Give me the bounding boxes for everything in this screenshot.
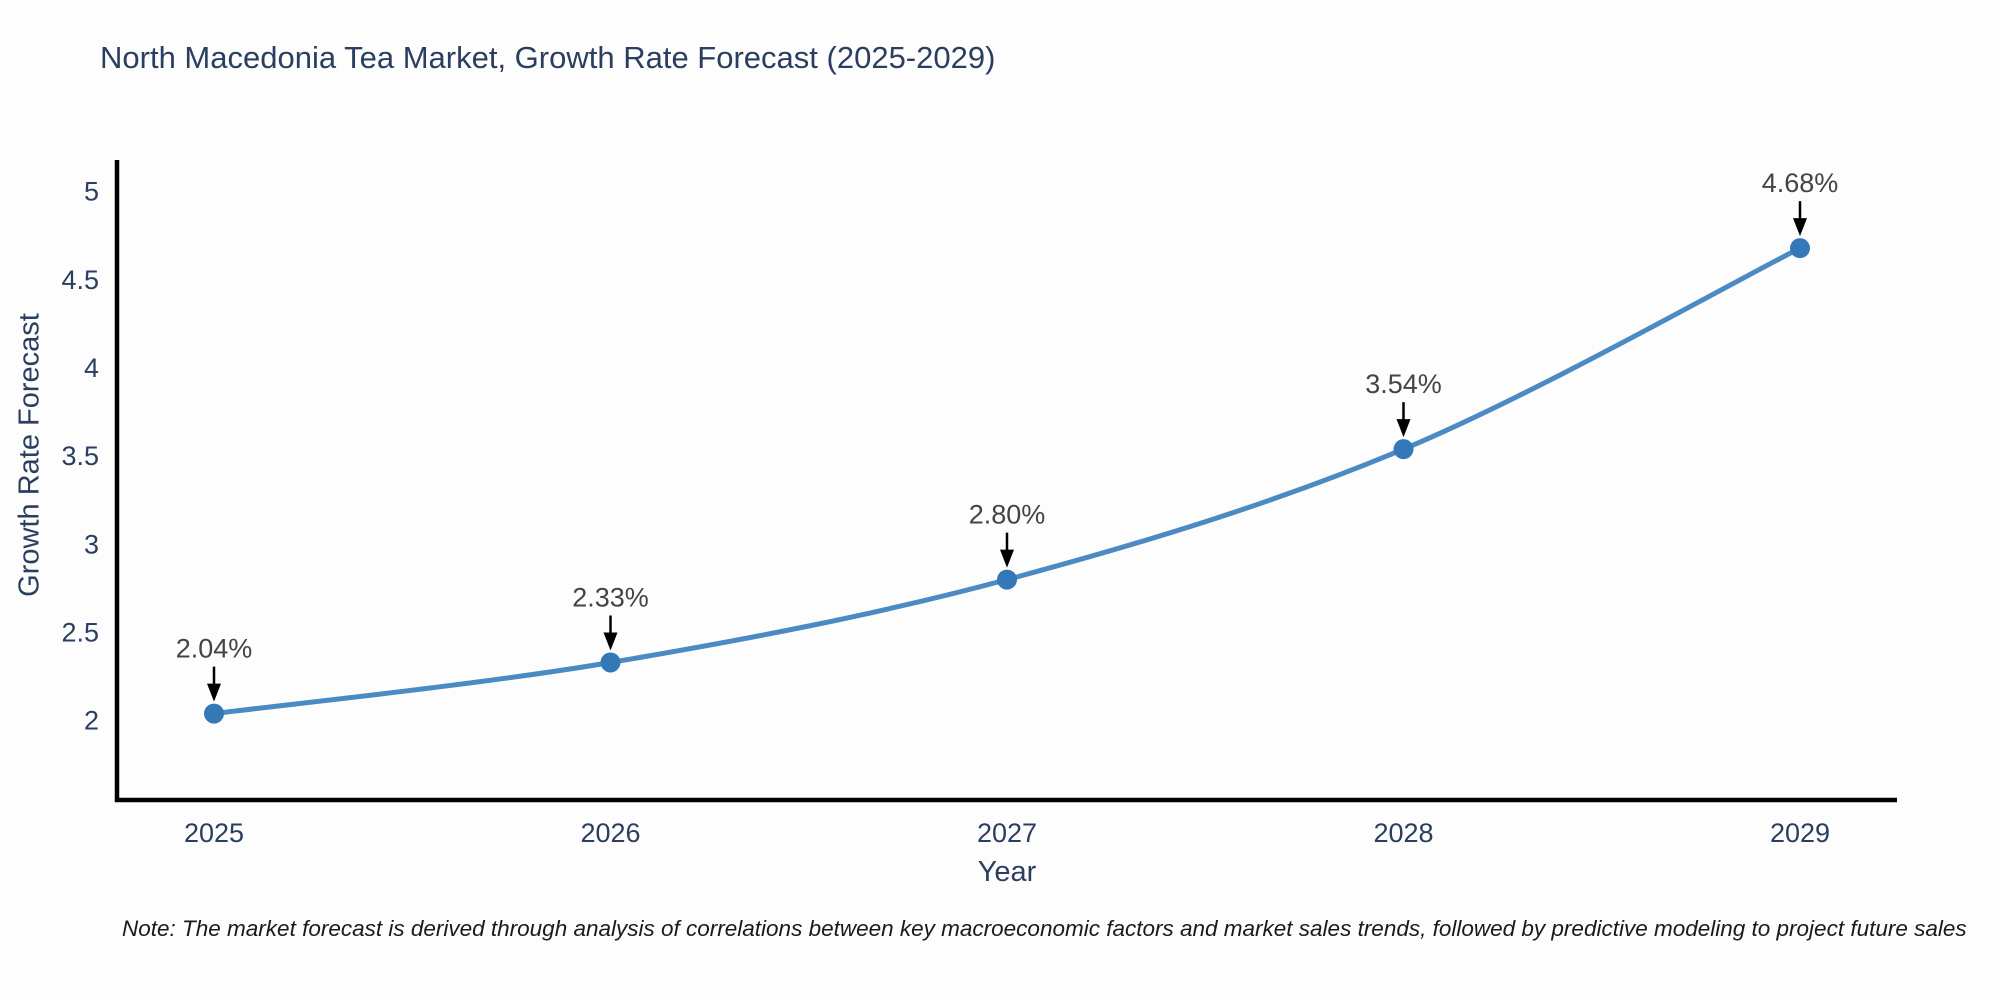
x-tick-label: 2028 <box>1373 818 1433 848</box>
data-point-marker[interactable] <box>600 652 621 673</box>
annotation-arrowhead <box>1793 218 1807 237</box>
y-tick-label: 4 <box>84 353 99 383</box>
axes-lines <box>114 160 1897 803</box>
y-tick-label: 3 <box>84 529 99 559</box>
data-point-marker[interactable] <box>1393 439 1414 460</box>
annotation-arrowhead <box>1396 419 1411 438</box>
annotation-arrowhead <box>1000 549 1014 568</box>
x-tick-label: 2026 <box>580 818 640 848</box>
line-series <box>211 245 1803 717</box>
x-axis-title: Year <box>977 856 1037 888</box>
data-point-marker[interactable] <box>204 703 224 724</box>
chart-title: North Macedonia Tea Market, Growth Rate … <box>100 40 996 75</box>
y-tick-label: 3.5 <box>61 441 99 471</box>
annotation-arrowhead <box>207 683 221 702</box>
point-value-label: 2.04% <box>176 634 253 664</box>
point-value-label: 4.68% <box>1762 168 1839 198</box>
x-tick-label: 2027 <box>977 818 1037 848</box>
footnote: Note: The market forecast is derived thr… <box>122 916 1967 941</box>
x-tick-label: 2025 <box>184 818 244 848</box>
annotation-arrowhead <box>603 632 618 651</box>
x-tick-label: 2029 <box>1770 818 1830 848</box>
point-value-label: 2.33% <box>572 582 649 612</box>
y-tick-label: 5 <box>84 177 99 207</box>
y-tick-label: 2.5 <box>61 618 99 648</box>
data-point-marker[interactable] <box>997 569 1017 590</box>
point-value-label: 2.80% <box>969 500 1046 530</box>
y-axis-title: Growth Rate Forecast <box>13 313 46 597</box>
point-value-label: 3.54% <box>1365 369 1442 399</box>
data-point-marker[interactable] <box>1790 238 1810 259</box>
y-tick-label: 4.5 <box>61 265 99 295</box>
y-tick-label: 2 <box>84 706 99 736</box>
